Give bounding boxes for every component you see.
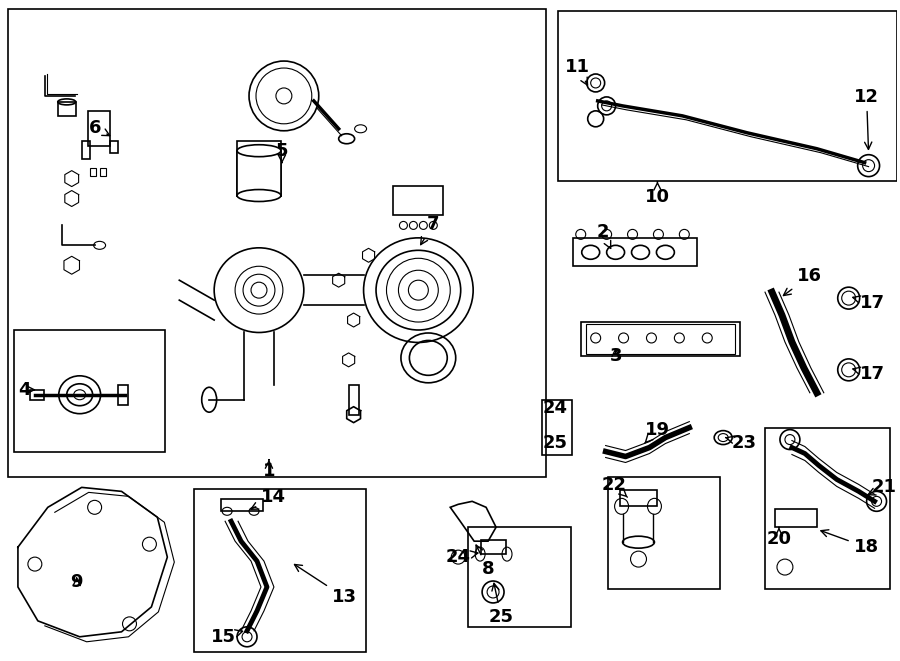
Text: 3: 3 xyxy=(609,347,622,365)
Bar xyxy=(194,489,365,652)
Ellipse shape xyxy=(237,190,281,202)
Text: 17: 17 xyxy=(853,294,885,312)
Bar xyxy=(110,141,118,153)
Bar xyxy=(221,499,263,512)
Ellipse shape xyxy=(214,248,304,332)
Bar xyxy=(775,510,817,527)
Bar xyxy=(542,400,572,455)
Text: 25: 25 xyxy=(489,583,514,626)
Bar xyxy=(765,428,889,589)
Bar xyxy=(30,390,44,400)
Bar xyxy=(348,385,358,414)
Ellipse shape xyxy=(237,145,281,157)
Bar xyxy=(572,239,698,266)
Bar xyxy=(608,477,720,589)
Text: 4: 4 xyxy=(18,381,34,399)
Text: 2: 2 xyxy=(597,223,611,249)
Text: 6: 6 xyxy=(89,119,110,137)
Text: 25: 25 xyxy=(543,434,567,451)
Bar xyxy=(393,186,444,215)
Text: 11: 11 xyxy=(565,58,590,85)
Text: 14: 14 xyxy=(251,488,286,509)
Text: 21: 21 xyxy=(868,479,896,496)
Bar xyxy=(14,330,166,451)
Bar xyxy=(58,102,76,116)
Text: 8: 8 xyxy=(476,545,494,578)
Text: 1: 1 xyxy=(263,459,275,481)
Bar xyxy=(82,141,90,159)
Bar xyxy=(87,111,110,145)
Text: 24: 24 xyxy=(446,548,478,566)
Bar xyxy=(558,11,896,180)
Text: 19: 19 xyxy=(644,420,670,444)
Bar xyxy=(468,527,571,627)
Text: 23: 23 xyxy=(725,434,756,451)
Text: 10: 10 xyxy=(645,182,670,206)
Text: 16: 16 xyxy=(783,267,822,295)
Text: 15: 15 xyxy=(212,628,243,646)
Bar xyxy=(8,9,546,477)
Text: 7: 7 xyxy=(420,215,439,245)
Ellipse shape xyxy=(364,238,473,342)
Text: 5: 5 xyxy=(275,141,288,163)
Text: 20: 20 xyxy=(767,527,791,548)
Text: 13: 13 xyxy=(294,564,356,606)
Text: 12: 12 xyxy=(854,88,879,149)
Bar xyxy=(586,324,735,354)
Bar xyxy=(118,385,128,405)
Bar xyxy=(619,490,657,506)
Text: 17: 17 xyxy=(853,365,885,383)
Text: 18: 18 xyxy=(821,529,878,556)
Text: 9: 9 xyxy=(70,573,83,591)
Bar xyxy=(482,540,506,554)
Circle shape xyxy=(249,61,319,131)
Bar xyxy=(100,168,105,176)
Bar xyxy=(580,322,740,356)
Text: 22: 22 xyxy=(602,477,627,497)
Bar xyxy=(90,168,95,176)
Bar xyxy=(237,141,281,196)
Text: 24: 24 xyxy=(543,399,567,416)
